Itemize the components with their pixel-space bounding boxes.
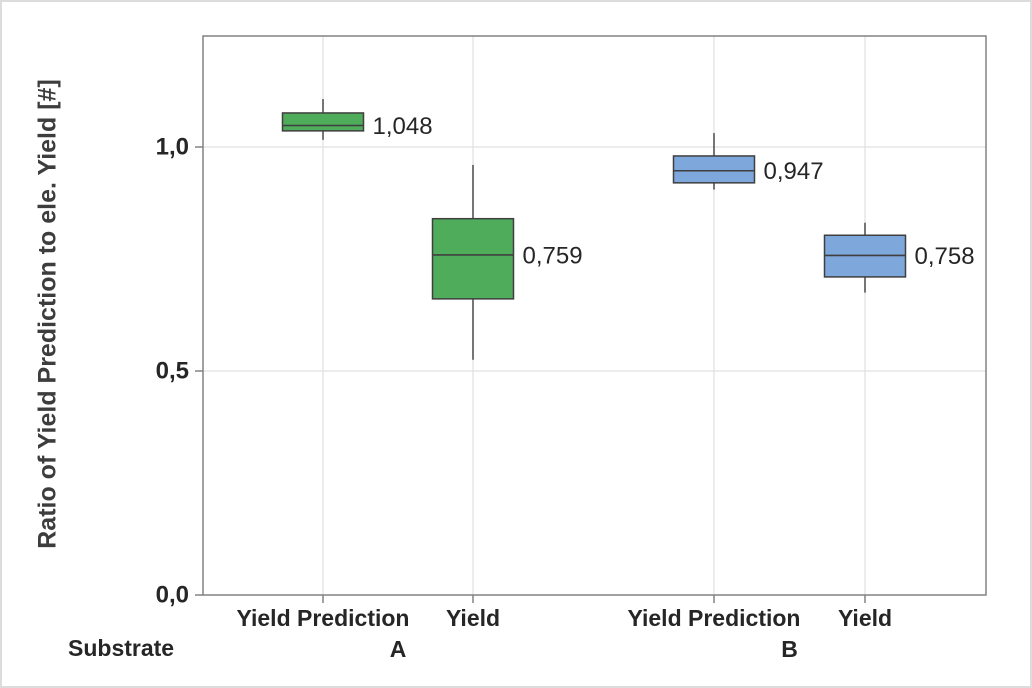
box-value-label: 0,947 bbox=[764, 158, 824, 185]
y-axis-title: Ratio of Yield Prediction to ele. Yield … bbox=[33, 79, 62, 549]
category-label: Yield Prediction bbox=[628, 605, 801, 631]
box-value-label: 1,048 bbox=[373, 113, 433, 140]
category-label: Yield bbox=[446, 605, 500, 631]
category-label: Yield Prediction bbox=[237, 605, 410, 631]
box-value-label: 0,758 bbox=[915, 243, 975, 270]
box-rect bbox=[281, 112, 365, 132]
x-axis-row-label: Substrate bbox=[68, 635, 175, 661]
box-value-label: 0,759 bbox=[523, 242, 583, 269]
y-tick-label: 1,0 bbox=[156, 134, 189, 161]
y-tick-label: 0,0 bbox=[156, 582, 189, 609]
y-tick-label: 0,5 bbox=[156, 358, 189, 385]
category-label: Yield bbox=[838, 605, 892, 631]
group-label: A bbox=[390, 636, 407, 662]
box-rect bbox=[431, 217, 515, 300]
box-rect bbox=[672, 155, 756, 184]
plot-frame bbox=[202, 35, 987, 596]
group-label: B bbox=[781, 636, 798, 662]
